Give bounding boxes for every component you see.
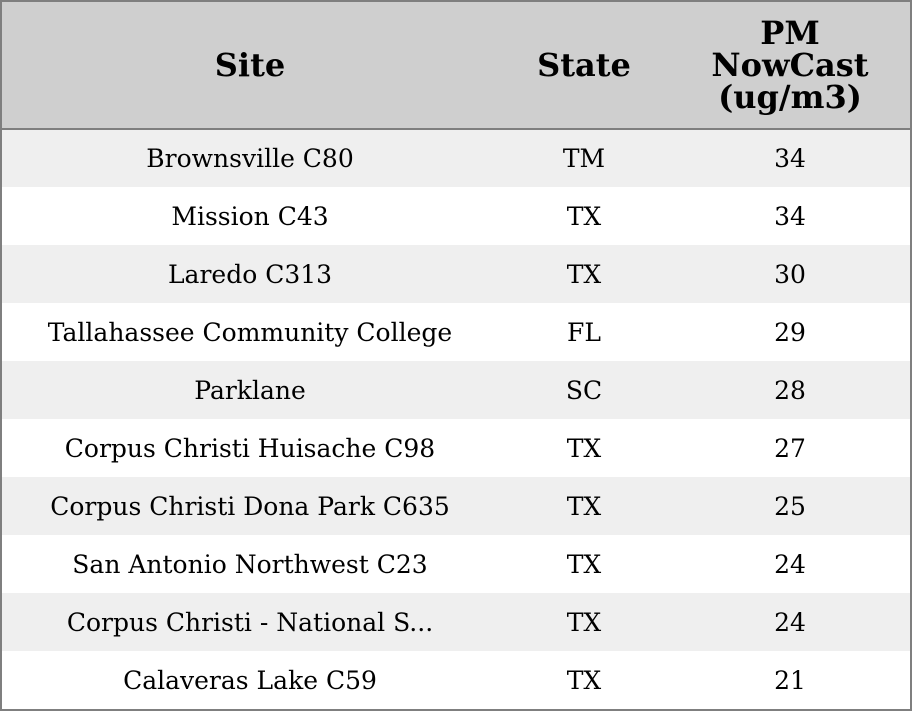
- table-row: Brownsville C80 TM 34: [2, 129, 910, 187]
- column-header-pm-line-3: (ug/m3): [718, 78, 862, 116]
- column-header-state: State: [498, 2, 670, 130]
- cell-state: TX: [566, 665, 602, 695]
- table-row: Mission C43 TX 34: [2, 187, 910, 245]
- cell-pm-value: 34: [774, 201, 806, 231]
- header-row: Site State PM NowCast (ug/m3): [2, 2, 910, 130]
- cell-pm-value: 29: [774, 317, 806, 347]
- cell-site: Tallahassee Community College: [47, 317, 453, 347]
- table-row: Parklane SC 28: [2, 361, 910, 419]
- cell-site: Laredo C313: [167, 259, 333, 289]
- table-row: Corpus Christi Huisache C98 TX 27: [2, 419, 910, 477]
- table-row: Laredo C313 TX 30: [2, 245, 910, 303]
- cell-state: TX: [566, 607, 602, 637]
- cell-state: TX: [566, 259, 602, 289]
- cell-pm-value: 24: [774, 549, 806, 579]
- table-row: Corpus Christi - National S... TX 24: [2, 593, 910, 651]
- cell-site: Corpus Christi Huisache C98: [64, 433, 436, 463]
- column-header-pm-line-1: PM: [760, 14, 820, 52]
- table-row: Corpus Christi Dona Park C635 TX 25: [2, 477, 910, 535]
- column-header-pm-nowcast: PM NowCast (ug/m3): [670, 2, 910, 130]
- cell-pm-value: 24: [774, 607, 806, 637]
- table-row: Tallahassee Community College FL 29: [2, 303, 910, 361]
- cell-site: San Antonio Northwest C23: [72, 549, 428, 579]
- column-header-site: Site: [2, 2, 498, 130]
- column-header-site-label: Site: [214, 46, 286, 84]
- table-header: Site State PM NowCast (ug/m3): [2, 2, 910, 130]
- table-body: Brownsville C80 TM 34 Mission C43 TX 34 …: [2, 129, 910, 709]
- cell-pm-value: 21: [774, 665, 806, 695]
- cell-pm-value: 27: [774, 433, 806, 463]
- cell-state: TX: [566, 201, 602, 231]
- column-header-state-label: State: [537, 46, 631, 84]
- cell-pm-value: 28: [774, 375, 806, 405]
- cell-pm-value: 25: [774, 491, 806, 521]
- cell-state: TX: [566, 433, 602, 463]
- cell-state: TX: [566, 549, 602, 579]
- cell-pm-value: 30: [774, 259, 806, 289]
- cell-state: TX: [566, 491, 602, 521]
- table-row: San Antonio Northwest C23 TX 24: [2, 535, 910, 593]
- cell-site: Corpus Christi - National S...: [66, 607, 434, 637]
- cell-site: Calaveras Lake C59: [123, 665, 377, 695]
- column-header-pm-line-2: NowCast: [711, 46, 869, 84]
- cell-site: Brownsville C80: [146, 144, 354, 173]
- cell-pm-value: 34: [774, 144, 806, 173]
- cell-site: Corpus Christi Dona Park C635: [50, 491, 450, 521]
- cell-state: FL: [567, 317, 601, 347]
- cell-site: Mission C43: [171, 201, 329, 231]
- cell-state: TM: [562, 144, 606, 173]
- cell-site: Parklane: [194, 375, 306, 405]
- cell-state: SC: [565, 375, 603, 405]
- table-row: Calaveras Lake C59 TX 21: [2, 651, 910, 709]
